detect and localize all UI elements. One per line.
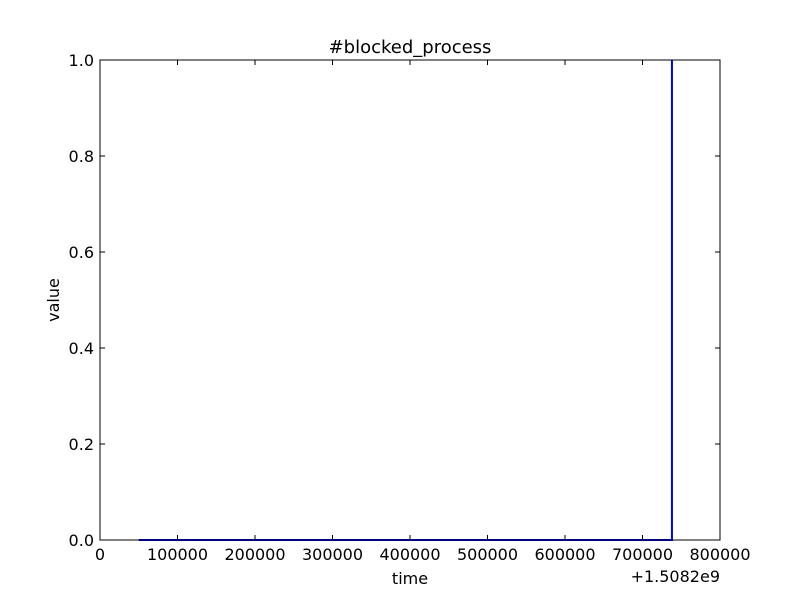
- ticks-layer: 0 100000 200000 300000 400000 500000 600000 700…: [69, 51, 751, 564]
- x-tick-label: 100000: [147, 545, 208, 564]
- x-offset-label: +1.5082e9: [631, 567, 720, 586]
- y-tick-label: 0.0: [69, 531, 94, 550]
- y-tick-label: 0.6: [69, 243, 94, 262]
- y-tick-label: 0.2: [69, 435, 94, 454]
- y-tick-label: 0.4: [69, 339, 94, 358]
- x-axis-label: time: [392, 569, 428, 588]
- chart-title: #blocked_process: [329, 37, 492, 58]
- x-tick-label: 600000: [534, 545, 595, 564]
- x-tick-label: 400000: [379, 545, 440, 564]
- x-tick-label: 0: [95, 545, 105, 564]
- y-tick-label: 1.0: [69, 51, 94, 70]
- x-tick-label: 800000: [689, 545, 750, 564]
- y-tick-label: 0.8: [69, 147, 94, 166]
- x-tick-label: 200000: [224, 545, 285, 564]
- x-tick-label: 700000: [612, 545, 673, 564]
- x-tick-label: 300000: [302, 545, 363, 564]
- y-axis-label: value: [44, 278, 63, 322]
- x-tick-label: 500000: [457, 545, 518, 564]
